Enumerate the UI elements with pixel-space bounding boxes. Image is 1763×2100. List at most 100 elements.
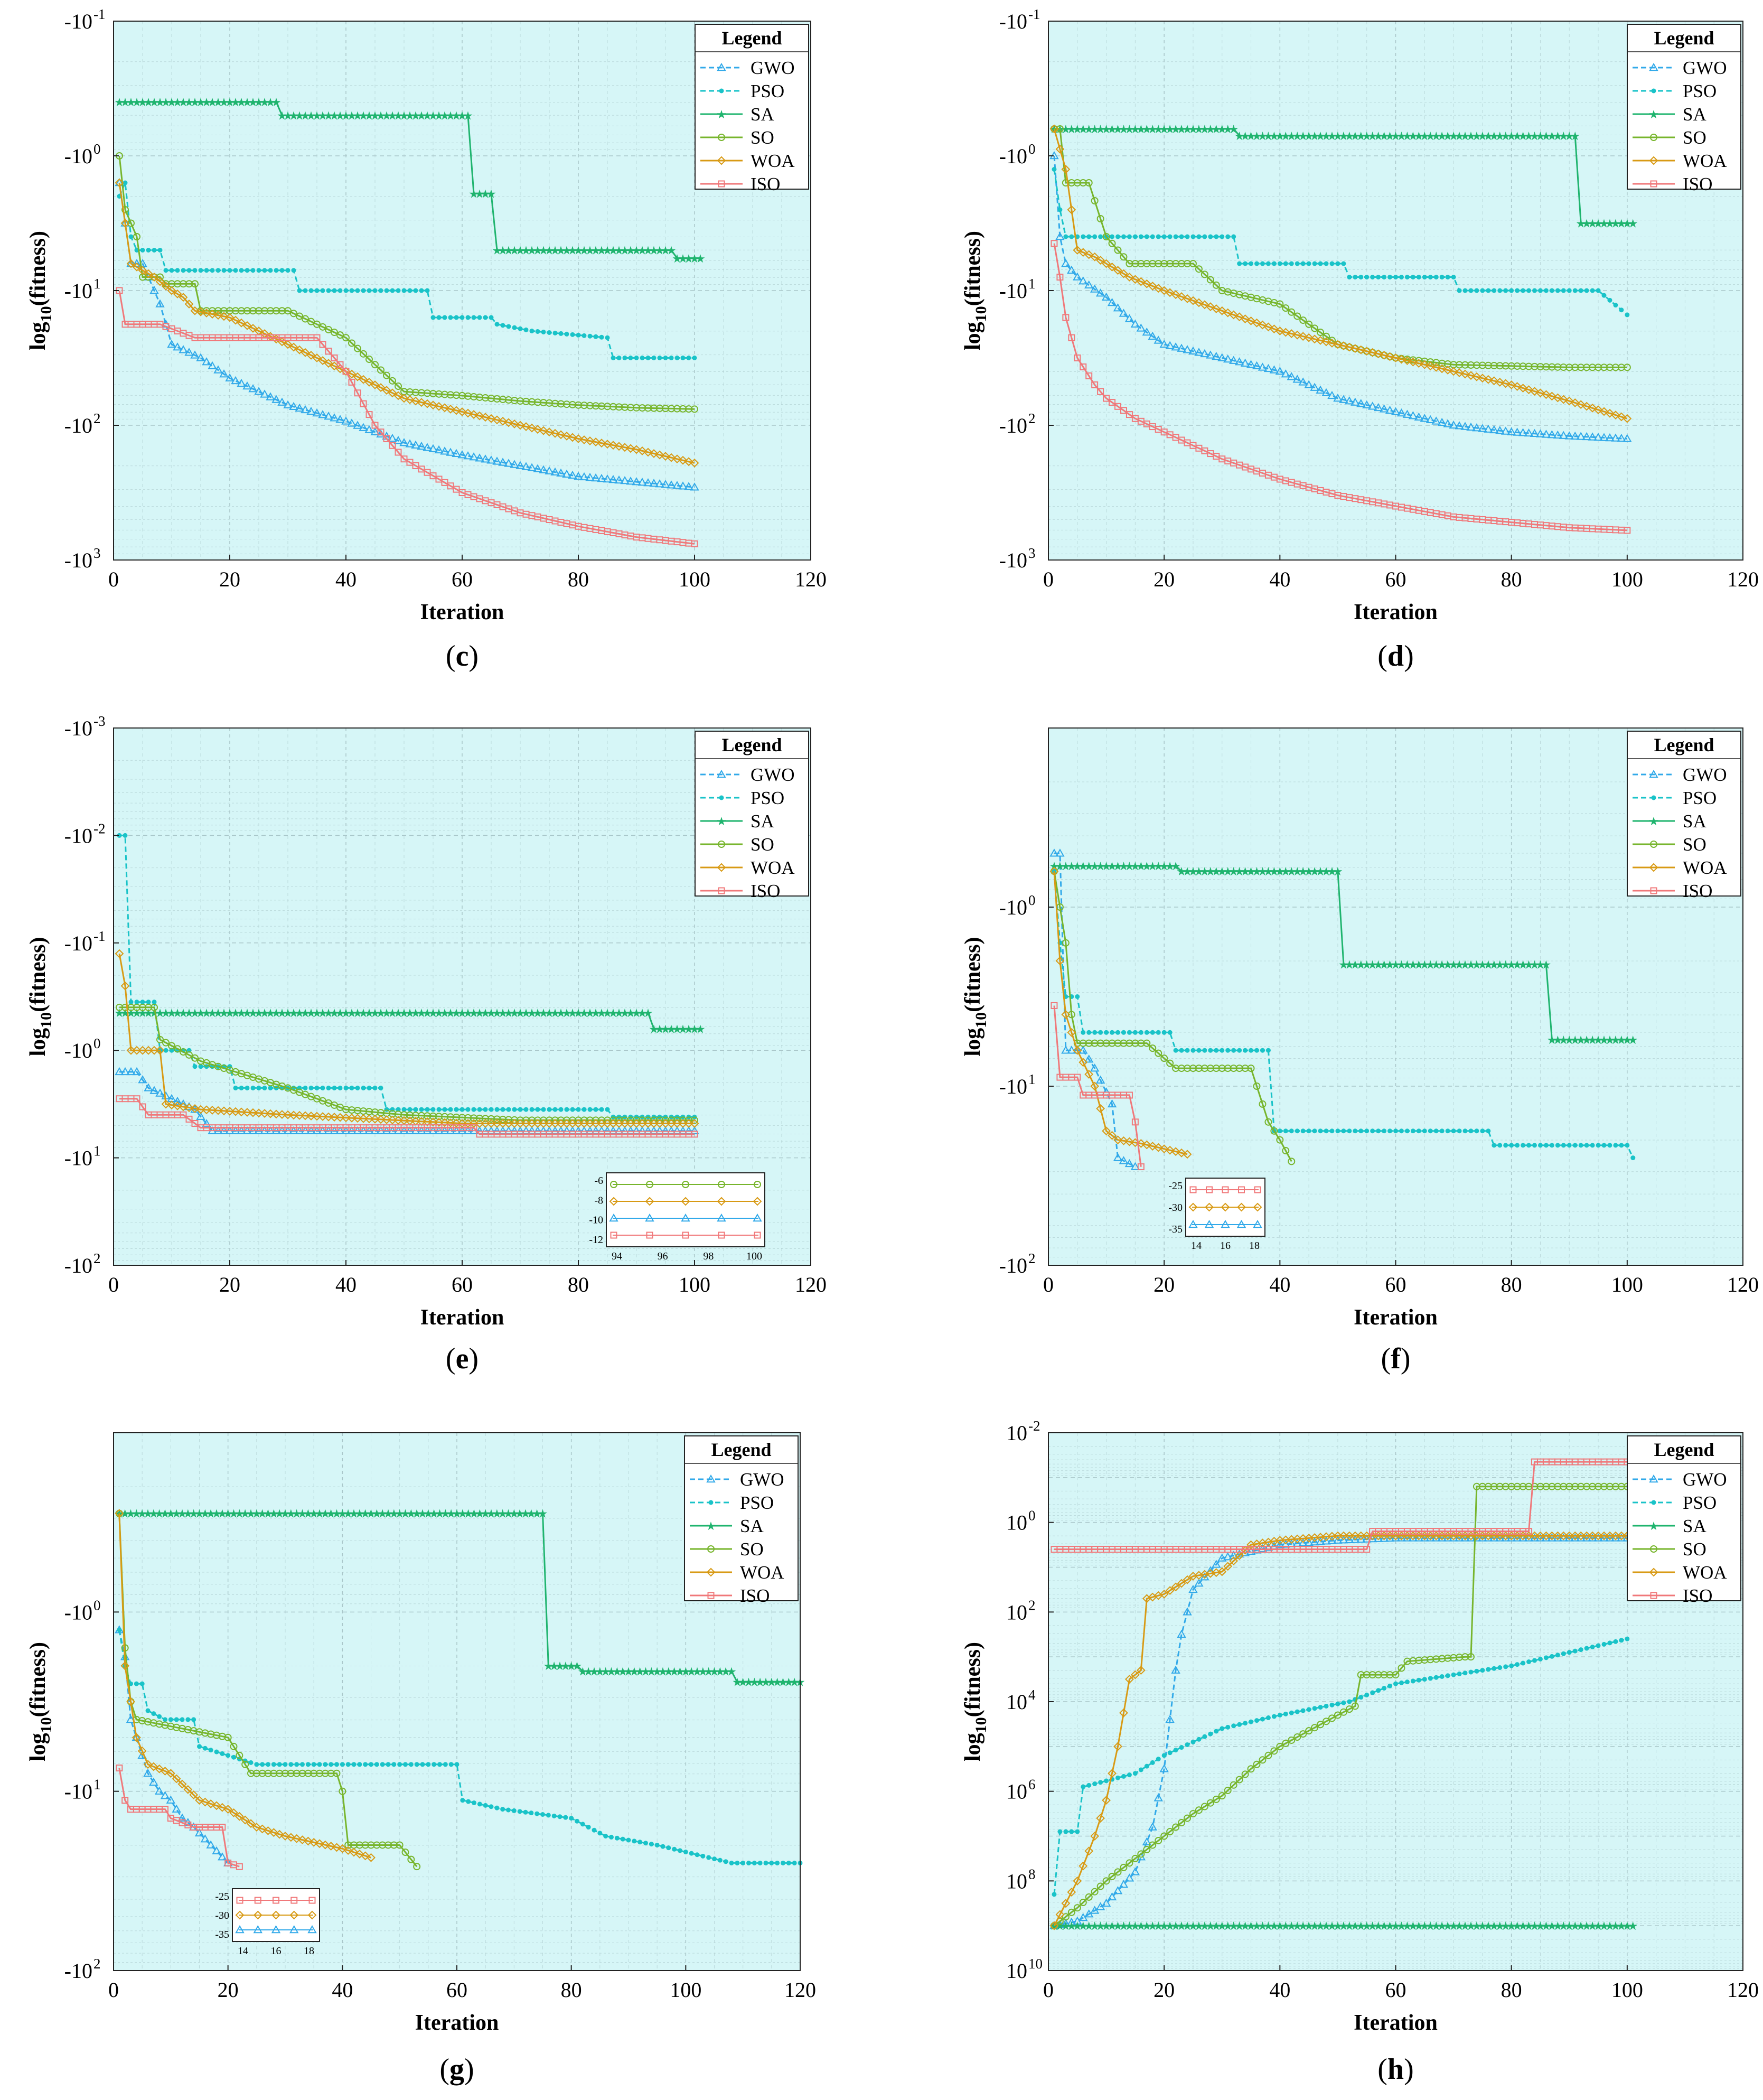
marker-triangle [1605, 433, 1615, 442]
marker-dot [1110, 1030, 1115, 1035]
marker-dot [1092, 234, 1098, 239]
series-line [1054, 128, 1633, 224]
marker-star: ★ [503, 1006, 514, 1020]
x-tick-label: 100 [1611, 567, 1643, 591]
marker-triangle [579, 472, 589, 481]
marker-diamond [632, 1119, 641, 1128]
marker-dot [459, 1107, 465, 1112]
x-tick-label: 40 [1269, 1978, 1290, 2002]
legend-entry-iso: ISO [740, 1585, 770, 1606]
y-tick-label: -10 [64, 279, 92, 303]
marker-diamond [359, 1114, 368, 1123]
marker-star: ★ [637, 1006, 648, 1020]
marker-dot [1225, 234, 1231, 239]
marker-triangle [213, 365, 223, 374]
marker-triangle [1460, 422, 1470, 430]
marker-circle [360, 350, 367, 358]
marker-dot [1572, 1143, 1578, 1148]
marker-dot [1347, 1699, 1352, 1704]
marker-diamond [1258, 320, 1267, 330]
marker-diamond [591, 1119, 601, 1128]
marker-triangle [1049, 848, 1059, 857]
marker-dot [408, 1762, 414, 1767]
marker-star: ★ [631, 244, 642, 257]
marker-dot [1567, 1650, 1572, 1655]
marker-diamond [1570, 398, 1580, 407]
marker-star: ★ [341, 109, 351, 123]
marker-diamond [1455, 368, 1464, 377]
marker-dot [349, 288, 354, 293]
marker-triangle [1240, 358, 1250, 367]
marker-star: ★ [213, 1006, 223, 1020]
marker-dot [414, 1762, 419, 1767]
marker-dot [599, 1107, 604, 1112]
marker-star: ★ [1344, 958, 1355, 971]
x-axis-title: Iteration [415, 2011, 499, 2035]
marker-diamond [295, 345, 304, 354]
marker-dot [460, 1798, 465, 1803]
marker-triangle [1142, 328, 1152, 336]
marker-star: ★ [376, 1006, 386, 1020]
marker-star: ★ [1396, 129, 1407, 143]
series-so [116, 152, 698, 413]
marker-diamond [1605, 408, 1615, 418]
marker-dot [1521, 1660, 1526, 1666]
marker-dot [1509, 288, 1514, 293]
marker-triangle [1298, 377, 1308, 386]
y-tick-exponent: 0 [1028, 1508, 1036, 1524]
x-tick-label: 120 [1727, 567, 1759, 591]
marker-star: ★ [683, 252, 694, 265]
marker-dot [266, 1762, 270, 1767]
marker-star: ★ [678, 252, 688, 265]
marker-diamond [463, 408, 473, 418]
marker-diamond [1252, 318, 1261, 328]
marker-diamond [667, 453, 676, 462]
marker-circle [1456, 361, 1464, 369]
marker-diamond [678, 455, 688, 465]
marker-dot [163, 268, 168, 273]
marker-dot [198, 268, 203, 273]
marker-diamond [1356, 345, 1366, 354]
marker-triangle [550, 467, 560, 475]
marker-star: ★ [492, 1006, 502, 1020]
legend-entry-woa: WOA [1683, 1562, 1727, 1583]
marker-dot [1474, 288, 1479, 293]
marker-square [1120, 407, 1127, 414]
y-tick-label: -10 [999, 895, 1027, 919]
x-tick-label: 20 [218, 1978, 239, 2002]
legend-title: Legend [1654, 27, 1714, 49]
marker-diamond [1431, 362, 1441, 372]
marker-triangle [1396, 408, 1406, 417]
marker-triangle [1119, 309, 1129, 317]
marker-dot [752, 1860, 757, 1865]
marker-diamond [219, 312, 229, 321]
marker-dot [541, 329, 546, 334]
marker-star: ★ [317, 109, 328, 123]
marker-triangle [452, 449, 461, 458]
marker-star: ★ [503, 244, 514, 257]
marker-triangle [266, 392, 275, 400]
marker-dot [1283, 1711, 1288, 1716]
marker-star: ★ [695, 252, 706, 265]
marker-diamond [231, 315, 240, 325]
marker-dot [1260, 1716, 1265, 1722]
marker-circle [1617, 363, 1625, 371]
marker-dot [291, 268, 296, 273]
marker-dot [256, 268, 261, 273]
marker-triangle [1588, 432, 1597, 441]
marker-circle [290, 310, 297, 318]
marker-dot [1092, 1781, 1098, 1787]
marker-diamond [591, 437, 601, 447]
marker-dot [1596, 288, 1601, 293]
marker-diamond [283, 340, 293, 349]
marker-square [1103, 395, 1110, 402]
marker-dot [1098, 234, 1103, 239]
marker-star: ★ [184, 1006, 194, 1020]
marker-star: ★ [277, 109, 287, 123]
marker-dot [1295, 1128, 1300, 1134]
marker-dot [1225, 1048, 1231, 1053]
marker-dot [611, 356, 616, 360]
marker-diamond [1212, 304, 1221, 313]
marker-diamond [184, 300, 194, 309]
